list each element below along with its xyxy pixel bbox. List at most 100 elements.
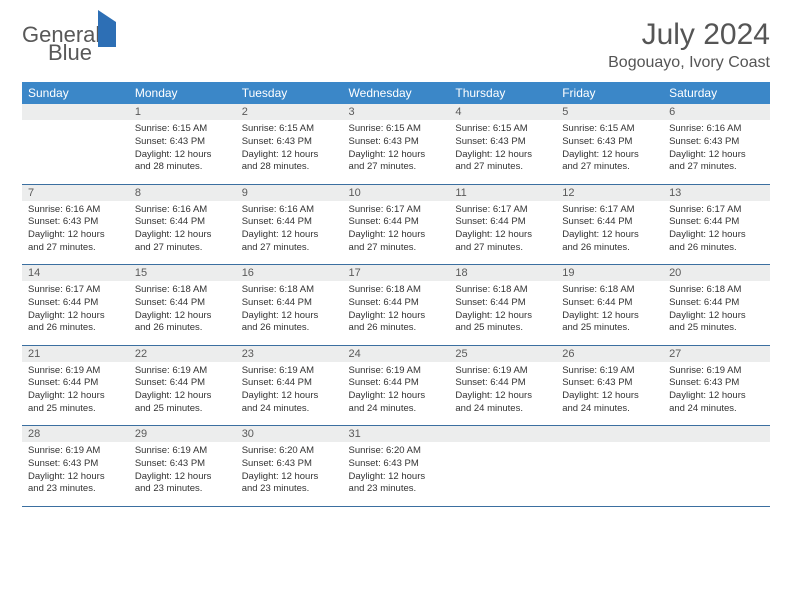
day-cell: Sunrise: 6:20 AMSunset: 6:43 PMDaylight:… — [343, 442, 450, 506]
day-number — [663, 426, 770, 443]
day-body-row: Sunrise: 6:19 AMSunset: 6:43 PMDaylight:… — [22, 442, 770, 506]
day-cell: Sunrise: 6:19 AMSunset: 6:44 PMDaylight:… — [129, 362, 236, 426]
day-cell: Sunrise: 6:19 AMSunset: 6:43 PMDaylight:… — [556, 362, 663, 426]
sunrise-text: Sunrise: 6:17 AM — [562, 204, 657, 217]
sunset-text: Sunset: 6:44 PM — [669, 216, 764, 229]
title-month: July 2024 — [608, 18, 770, 52]
day-number: 31 — [343, 426, 450, 443]
sunset-text: Sunset: 6:44 PM — [349, 377, 444, 390]
sunrise-text: Sunrise: 6:20 AM — [242, 445, 337, 458]
sunset-text: Sunset: 6:43 PM — [562, 136, 657, 149]
day-number: 13 — [663, 184, 770, 201]
sunrise-text: Sunrise: 6:19 AM — [242, 365, 337, 378]
day-cell: Sunrise: 6:18 AMSunset: 6:44 PMDaylight:… — [663, 281, 770, 345]
sunrise-text: Sunrise: 6:16 AM — [28, 204, 123, 217]
day-number — [22, 104, 129, 120]
sunrise-text: Sunrise: 6:15 AM — [455, 123, 550, 136]
sunrise-text: Sunrise: 6:18 AM — [135, 284, 230, 297]
day-number: 29 — [129, 426, 236, 443]
day-number: 10 — [343, 184, 450, 201]
day-cell: Sunrise: 6:19 AMSunset: 6:43 PMDaylight:… — [22, 442, 129, 506]
day-number: 20 — [663, 265, 770, 282]
daylight-text: Daylight: 12 hours and 28 minutes. — [242, 149, 337, 175]
day-body-row: Sunrise: 6:15 AMSunset: 6:43 PMDaylight:… — [22, 120, 770, 184]
weekday-header: Tuesday — [236, 82, 343, 104]
daylight-text: Daylight: 12 hours and 24 minutes. — [349, 390, 444, 416]
title-location: Bogouayo, Ivory Coast — [608, 54, 770, 72]
day-cell: Sunrise: 6:18 AMSunset: 6:44 PMDaylight:… — [556, 281, 663, 345]
day-cell: Sunrise: 6:19 AMSunset: 6:43 PMDaylight:… — [129, 442, 236, 506]
day-cell: Sunrise: 6:15 AMSunset: 6:43 PMDaylight:… — [343, 120, 450, 184]
day-cell: Sunrise: 6:16 AMSunset: 6:44 PMDaylight:… — [129, 201, 236, 265]
daylight-text: Daylight: 12 hours and 27 minutes. — [28, 229, 123, 255]
sunrise-text: Sunrise: 6:18 AM — [242, 284, 337, 297]
day-body-row: Sunrise: 6:17 AMSunset: 6:44 PMDaylight:… — [22, 281, 770, 345]
day-cell: Sunrise: 6:15 AMSunset: 6:43 PMDaylight:… — [449, 120, 556, 184]
day-number — [449, 426, 556, 443]
sunset-text: Sunset: 6:44 PM — [28, 377, 123, 390]
day-number: 17 — [343, 265, 450, 282]
weekday-header: Wednesday — [343, 82, 450, 104]
day-number: 8 — [129, 184, 236, 201]
sunset-text: Sunset: 6:44 PM — [562, 216, 657, 229]
daylight-text: Daylight: 12 hours and 25 minutes. — [669, 310, 764, 336]
day-cell: Sunrise: 6:19 AMSunset: 6:44 PMDaylight:… — [343, 362, 450, 426]
sunrise-text: Sunrise: 6:15 AM — [562, 123, 657, 136]
daylight-text: Daylight: 12 hours and 27 minutes. — [455, 149, 550, 175]
daylight-text: Daylight: 12 hours and 27 minutes. — [349, 229, 444, 255]
day-number: 23 — [236, 345, 343, 362]
daylight-text: Daylight: 12 hours and 26 minutes. — [562, 229, 657, 255]
weekday-header: Thursday — [449, 82, 556, 104]
sunrise-text: Sunrise: 6:15 AM — [242, 123, 337, 136]
weekday-header: Friday — [556, 82, 663, 104]
day-number: 24 — [343, 345, 450, 362]
calendar-page: General Blue July 2024 Bogouayo, Ivory C… — [0, 0, 792, 517]
calendar-table: Sunday Monday Tuesday Wednesday Thursday… — [22, 82, 770, 507]
sunset-text: Sunset: 6:44 PM — [349, 216, 444, 229]
daylight-text: Daylight: 12 hours and 23 minutes. — [135, 471, 230, 497]
sunset-text: Sunset: 6:44 PM — [242, 216, 337, 229]
day-number-row: 28293031 — [22, 426, 770, 443]
daylight-text: Daylight: 12 hours and 23 minutes. — [28, 471, 123, 497]
sunrise-text: Sunrise: 6:19 AM — [669, 365, 764, 378]
day-cell: Sunrise: 6:15 AMSunset: 6:43 PMDaylight:… — [556, 120, 663, 184]
sunrise-text: Sunrise: 6:19 AM — [455, 365, 550, 378]
day-cell: Sunrise: 6:20 AMSunset: 6:43 PMDaylight:… — [236, 442, 343, 506]
day-cell: Sunrise: 6:17 AMSunset: 6:44 PMDaylight:… — [343, 201, 450, 265]
daylight-text: Daylight: 12 hours and 25 minutes. — [28, 390, 123, 416]
day-cell: Sunrise: 6:19 AMSunset: 6:44 PMDaylight:… — [236, 362, 343, 426]
day-cell: Sunrise: 6:19 AMSunset: 6:44 PMDaylight:… — [449, 362, 556, 426]
sunset-text: Sunset: 6:43 PM — [135, 458, 230, 471]
sunrise-text: Sunrise: 6:18 AM — [562, 284, 657, 297]
sunrise-text: Sunrise: 6:17 AM — [455, 204, 550, 217]
weekday-header: Saturday — [663, 82, 770, 104]
sunset-text: Sunset: 6:43 PM — [349, 136, 444, 149]
daylight-text: Daylight: 12 hours and 26 minutes. — [135, 310, 230, 336]
day-number-row: 14151617181920 — [22, 265, 770, 282]
sunrise-text: Sunrise: 6:19 AM — [562, 365, 657, 378]
day-number-row: 123456 — [22, 104, 770, 120]
day-cell: Sunrise: 6:15 AMSunset: 6:43 PMDaylight:… — [129, 120, 236, 184]
sunset-text: Sunset: 6:44 PM — [28, 297, 123, 310]
day-number-row: 21222324252627 — [22, 345, 770, 362]
sunset-text: Sunset: 6:44 PM — [242, 297, 337, 310]
day-cell: Sunrise: 6:16 AMSunset: 6:44 PMDaylight:… — [236, 201, 343, 265]
day-number: 25 — [449, 345, 556, 362]
day-number: 2 — [236, 104, 343, 120]
sunrise-text: Sunrise: 6:20 AM — [349, 445, 444, 458]
sunset-text: Sunset: 6:44 PM — [669, 297, 764, 310]
day-cell: Sunrise: 6:16 AMSunset: 6:43 PMDaylight:… — [663, 120, 770, 184]
day-cell — [663, 442, 770, 506]
day-cell: Sunrise: 6:16 AMSunset: 6:43 PMDaylight:… — [22, 201, 129, 265]
day-number: 15 — [129, 265, 236, 282]
day-cell: Sunrise: 6:18 AMSunset: 6:44 PMDaylight:… — [236, 281, 343, 345]
day-body-row: Sunrise: 6:19 AMSunset: 6:44 PMDaylight:… — [22, 362, 770, 426]
sunrise-text: Sunrise: 6:19 AM — [135, 365, 230, 378]
daylight-text: Daylight: 12 hours and 25 minutes. — [135, 390, 230, 416]
day-cell: Sunrise: 6:18 AMSunset: 6:44 PMDaylight:… — [129, 281, 236, 345]
daylight-text: Daylight: 12 hours and 23 minutes. — [349, 471, 444, 497]
day-number: 21 — [22, 345, 129, 362]
sunset-text: Sunset: 6:44 PM — [562, 297, 657, 310]
day-number: 22 — [129, 345, 236, 362]
day-number: 16 — [236, 265, 343, 282]
